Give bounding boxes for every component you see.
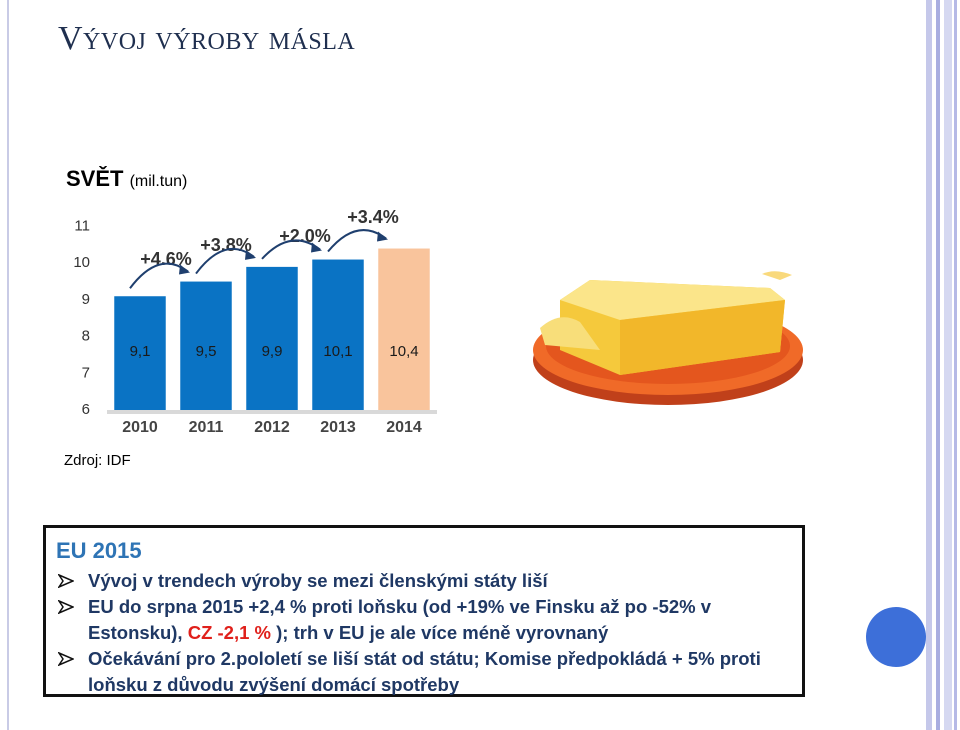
box-title: EU 2015 bbox=[56, 538, 142, 563]
y-tick-label: 8 bbox=[82, 328, 90, 345]
bar bbox=[114, 296, 166, 410]
bullet-text: Vývoj v trendech výroby se mezi členským… bbox=[88, 570, 548, 591]
y-tick-label: 9 bbox=[82, 291, 90, 308]
bar bbox=[180, 281, 232, 410]
annotation: +3.4% bbox=[347, 207, 399, 227]
bullet: Vývoj v trendech výroby se mezi členským… bbox=[56, 568, 792, 594]
bullet-arrow bbox=[58, 574, 74, 588]
bar bbox=[378, 248, 430, 410]
value-label: 9,1 bbox=[130, 343, 151, 360]
annotation-arrowhead bbox=[311, 242, 322, 253]
info-box: EU 2015 Vývoj v trendech výroby se mezi … bbox=[43, 525, 805, 697]
annotation-arrowhead bbox=[245, 249, 256, 260]
x-tick-label: 2011 bbox=[189, 419, 224, 436]
bullet: EU do srpna 2015 +2,4 % proti loňsku (od… bbox=[56, 594, 792, 646]
bullet-arrow bbox=[58, 600, 74, 614]
annotation: +4.6% bbox=[140, 249, 192, 269]
annotation-arrowhead bbox=[377, 231, 388, 242]
x-tick-label: 2012 bbox=[254, 419, 290, 436]
source: Zdroj: IDF bbox=[64, 452, 131, 469]
slide-title: Vývoj výroby másla bbox=[58, 20, 356, 57]
y-tick-label: 7 bbox=[82, 364, 90, 381]
value-label: 9,9 bbox=[262, 343, 283, 360]
axis-band bbox=[107, 410, 437, 414]
unit: (mil.tun) bbox=[129, 173, 188, 190]
chart: 6 7 8 9 10 11 9,1 2010 9,5 2011 9,9 2012 10,1 2013 10,… bbox=[73, 207, 437, 436]
bullet-arrow bbox=[58, 652, 74, 666]
bullet-text: Očekávání pro 2.pololetí se liší stát od… bbox=[88, 648, 761, 695]
y-tick-label: 10 bbox=[73, 254, 90, 271]
x-tick-label: 2013 bbox=[320, 419, 356, 436]
bullet: Očekávání pro 2.pololetí se liší stát od… bbox=[56, 646, 792, 698]
bar bbox=[312, 259, 364, 410]
bullet-text: CZ -2,1 % bbox=[187, 622, 271, 643]
y-tick-label: 6 bbox=[82, 401, 90, 418]
x-tick-label: 2014 bbox=[386, 419, 422, 436]
value-label: 10,1 bbox=[323, 343, 352, 360]
value-label: 10,4 bbox=[389, 343, 418, 360]
annotation-arrowhead bbox=[179, 264, 190, 275]
bar bbox=[246, 266, 298, 410]
y-tick-label: 11 bbox=[74, 217, 90, 234]
bullet-text: ); trh v EU je ale více méně vyrovnaný bbox=[271, 622, 609, 643]
value-label: 9,5 bbox=[196, 343, 217, 360]
bullet-text: EU do srpna 2015 +2,4 % proti loňsku (od… bbox=[88, 596, 712, 643]
bullet-list: Vývoj v trendech výroby se mezi členským… bbox=[56, 568, 792, 698]
x-tick-label: 2010 bbox=[122, 419, 158, 436]
chart-heading: SVĚT (mil.tun) bbox=[66, 166, 187, 192]
region: SVĚT bbox=[66, 166, 124, 191]
